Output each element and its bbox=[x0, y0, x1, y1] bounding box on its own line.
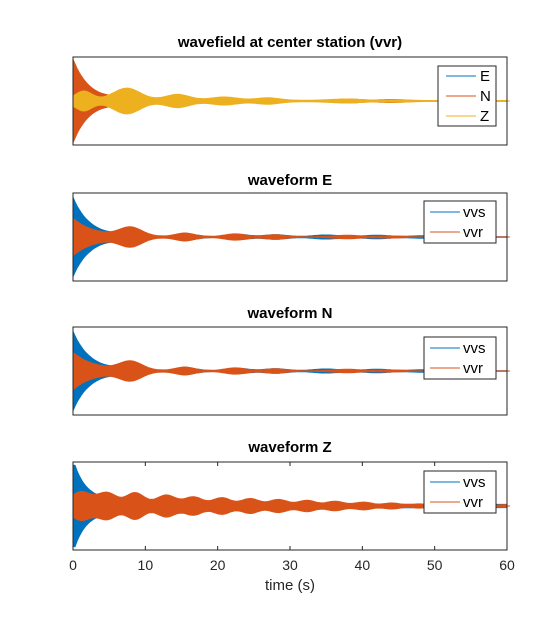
legend-label-vvr: vvr bbox=[463, 494, 483, 511]
panel-1-title: wavefield at center station (vvr) bbox=[177, 34, 402, 51]
x-tick-label: 10 bbox=[138, 557, 154, 573]
panel-2-legend: vvs vvr bbox=[423, 200, 497, 244]
x-axis-label: time (s) bbox=[265, 577, 315, 594]
panel-3: waveform N vvs vvr bbox=[72, 305, 510, 416]
x-axis: 0 10 20 30 40 50 60 bbox=[69, 462, 515, 573]
legend-label-vvr: vvr bbox=[463, 360, 483, 377]
legend-label-vvs: vvs bbox=[463, 474, 486, 491]
panel-3-axes-box bbox=[72, 326, 508, 416]
panel-4: waveform Z vvs vvr 0 10 20 30 40 50 60 time (s… bbox=[69, 439, 515, 594]
panel-2-title: waveform E bbox=[247, 172, 332, 189]
panel-4-legend: vvs vvr bbox=[423, 470, 497, 514]
x-tick-label: 40 bbox=[355, 557, 371, 573]
panel-1-axes-box bbox=[72, 56, 508, 146]
x-tick-label: 50 bbox=[427, 557, 443, 573]
legend-label-z: Z bbox=[480, 108, 489, 125]
legend-label-vvs: vvs bbox=[463, 340, 486, 357]
panel-2-legend-box bbox=[423, 200, 497, 244]
x-tick-label: 60 bbox=[499, 557, 515, 573]
panel-3-legend: vvs vvr bbox=[423, 336, 497, 380]
legend-label-vvr: vvr bbox=[463, 224, 483, 241]
x-tick-label: 0 bbox=[69, 557, 77, 573]
legend-label-vvs: vvs bbox=[463, 204, 486, 221]
panel-3-title: waveform N bbox=[246, 305, 332, 322]
panel-1: wavefield at center station (vvr) E N Z bbox=[72, 34, 510, 146]
x-tick-label: 20 bbox=[210, 557, 226, 573]
legend-label-n: N bbox=[480, 88, 491, 105]
panel-4-legend-box bbox=[423, 470, 497, 514]
legend-label-e: E bbox=[480, 68, 490, 85]
panel-2: waveform E vvs vvr bbox=[72, 172, 510, 282]
panel-3-legend-box bbox=[423, 336, 497, 380]
panel-2-axes-box bbox=[72, 192, 508, 282]
panel-1-legend: E N Z bbox=[437, 65, 497, 127]
x-tick-label: 30 bbox=[282, 557, 298, 573]
panel-4-title: waveform Z bbox=[247, 439, 331, 456]
